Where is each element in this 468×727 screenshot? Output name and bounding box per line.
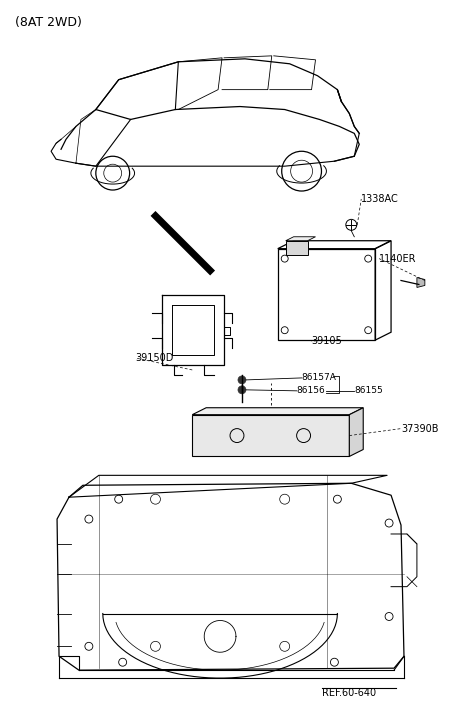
Polygon shape <box>192 408 363 414</box>
Polygon shape <box>417 278 425 287</box>
Text: 86156: 86156 <box>297 386 325 395</box>
Circle shape <box>238 376 246 384</box>
Text: 37390B: 37390B <box>401 424 439 433</box>
Circle shape <box>238 386 246 394</box>
Text: 86157A: 86157A <box>301 374 336 382</box>
Text: 39105: 39105 <box>312 336 342 346</box>
Text: 1338AC: 1338AC <box>361 194 399 204</box>
Polygon shape <box>349 408 363 457</box>
Text: 39150D: 39150D <box>136 353 174 363</box>
Polygon shape <box>285 237 315 241</box>
Text: 86155: 86155 <box>354 386 383 395</box>
Text: 1140ER: 1140ER <box>379 254 417 264</box>
Polygon shape <box>285 241 307 254</box>
Text: (8AT 2WD): (8AT 2WD) <box>15 15 82 28</box>
Text: REF.60-640: REF.60-640 <box>322 688 377 698</box>
Polygon shape <box>192 414 349 457</box>
